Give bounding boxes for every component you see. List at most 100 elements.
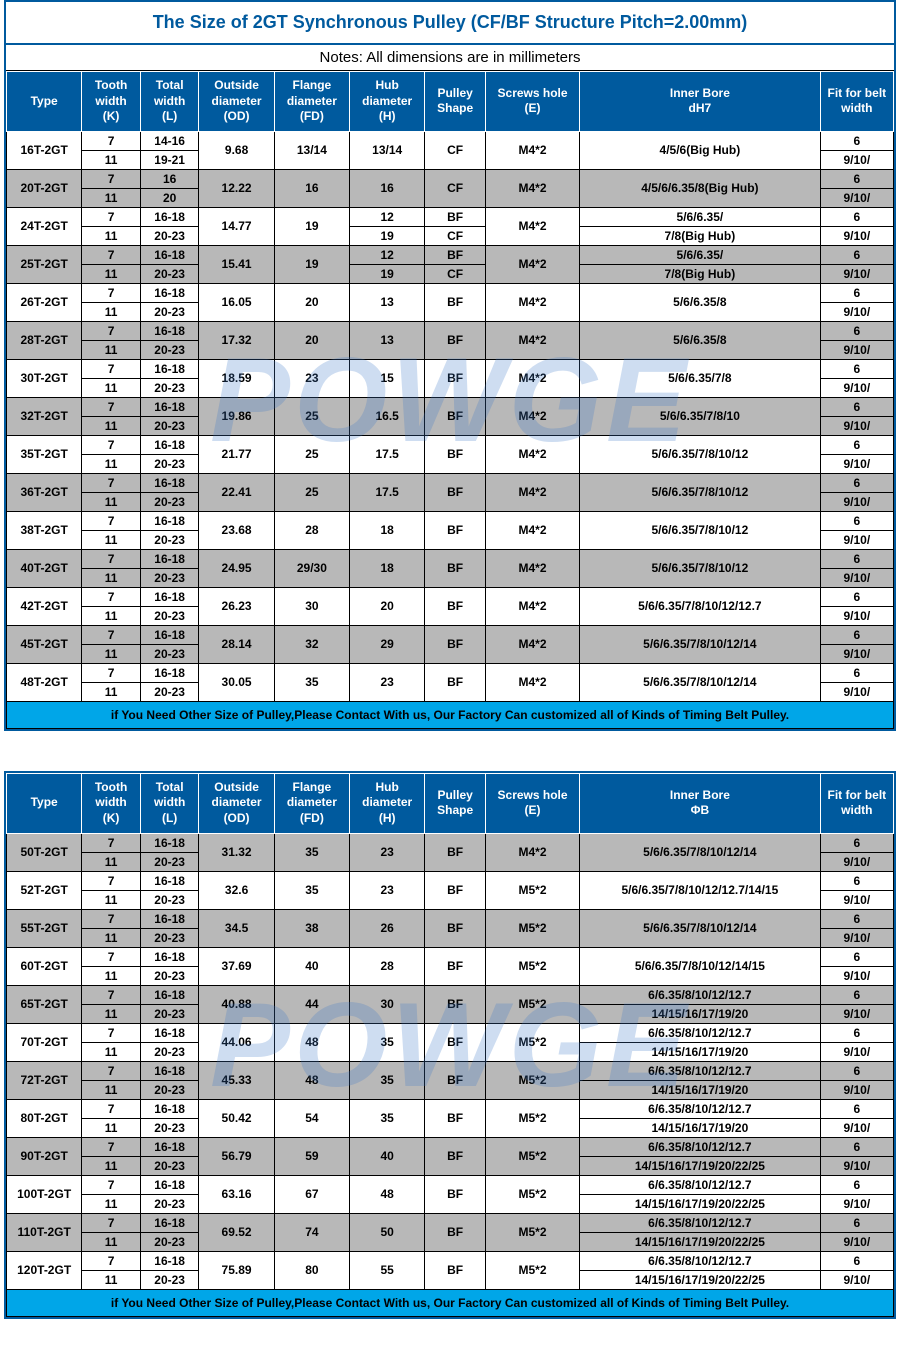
- table-cell: 20-23: [140, 1080, 199, 1099]
- table-cell: 6: [820, 549, 893, 568]
- table-cell: M4*2: [485, 321, 579, 359]
- table-cell: 6/6.35/8/10/12/12.7: [580, 1251, 821, 1270]
- table-cell: 37.69: [199, 947, 274, 985]
- table-cell: 6: [820, 397, 893, 416]
- table-cell: 18: [350, 511, 425, 549]
- table-cell: 20-23: [140, 416, 199, 435]
- table-cell: M4*2: [485, 549, 579, 587]
- table-cell: 7: [82, 473, 141, 492]
- table-cell: 50.42: [199, 1099, 274, 1137]
- table-row: 45T-2GT716-1828.143229BFM4*25/6/6.35/7/8…: [7, 625, 894, 644]
- table-cell: 7: [82, 1023, 141, 1042]
- table-cell: 20-23: [140, 928, 199, 947]
- table-cell: M5*2: [485, 947, 579, 985]
- table-cell: 7: [82, 435, 141, 454]
- table-cell: 12: [350, 245, 425, 264]
- table-cell: 14/15/16/17/19/20/22/25: [580, 1270, 821, 1289]
- table-cell: 40.88: [199, 985, 274, 1023]
- table-cell: 21.77: [199, 435, 274, 473]
- table-row: 25T-2GT716-1815.411912BFM4*25/6/6.35/6: [7, 245, 894, 264]
- table-cell: 72T-2GT: [7, 1061, 82, 1099]
- table-cell: 54: [274, 1099, 349, 1137]
- table-cell: 20-23: [140, 606, 199, 625]
- table-1-wrap: POWGE TypeTooth width(K)Total width(L)Ou…: [6, 71, 894, 729]
- col-header: Outside diameter(OD): [199, 72, 274, 132]
- table-cell: 11: [82, 1042, 141, 1061]
- table-row: 26T-2GT716-1816.052013BFM4*25/6/6.35/86: [7, 283, 894, 302]
- table-cell: M4*2: [485, 435, 579, 473]
- table-cell: 17.32: [199, 321, 274, 359]
- table-cell: 16-18: [140, 1023, 199, 1042]
- table-cell: 35: [350, 1023, 425, 1061]
- table-cell: 35: [350, 1061, 425, 1099]
- table-cell: M5*2: [485, 1213, 579, 1251]
- col-header: PulleyShape: [425, 72, 486, 132]
- table-cell: 11: [82, 606, 141, 625]
- table-cell: BF: [425, 397, 486, 435]
- table-cell: 24.95: [199, 549, 274, 587]
- table-cell: 7/8(Big Hub): [580, 264, 821, 283]
- table-cell: BF: [425, 1175, 486, 1213]
- table-row: 48T-2GT716-1830.053523BFM4*25/6/6.35/7/8…: [7, 663, 894, 682]
- table-cell: 20: [140, 188, 199, 207]
- table-cell: BF: [425, 1099, 486, 1137]
- table-cell: 14-16: [140, 131, 199, 150]
- table-cell: BF: [425, 359, 486, 397]
- table-cell: 42T-2GT: [7, 587, 82, 625]
- table-cell: 7: [82, 871, 141, 890]
- table-cell: 20-23: [140, 226, 199, 245]
- table-cell: 7: [82, 131, 141, 150]
- table-cell: 7: [82, 169, 141, 188]
- table-cell: 74: [274, 1213, 349, 1251]
- table-cell: 80T-2GT: [7, 1099, 82, 1137]
- table-cell: 20-23: [140, 890, 199, 909]
- col-header: Type: [7, 773, 82, 833]
- table-cell: 7: [82, 947, 141, 966]
- table-cell: 50: [350, 1213, 425, 1251]
- table-cell: 6: [820, 1137, 893, 1156]
- table-cell: BF: [425, 833, 486, 871]
- table-cell: M4*2: [485, 663, 579, 701]
- table-cell: BF: [425, 283, 486, 321]
- table-cell: 28: [274, 511, 349, 549]
- table-cell: 6: [820, 985, 893, 1004]
- table-cell: 44: [274, 985, 349, 1023]
- table-cell: 48T-2GT: [7, 663, 82, 701]
- table-cell: 11: [82, 890, 141, 909]
- table-cell: 4/5/6/6.35/8(Big Hub): [580, 169, 821, 207]
- table-cell: 11: [82, 226, 141, 245]
- table-cell: 11: [82, 188, 141, 207]
- table-cell: BF: [425, 625, 486, 663]
- table-cell: 19-21: [140, 150, 199, 169]
- table-cell: 32T-2GT: [7, 397, 82, 435]
- table-cell: 20: [274, 283, 349, 321]
- table-cell: 35: [274, 663, 349, 701]
- table-cell: 60T-2GT: [7, 947, 82, 985]
- table-cell: 23: [350, 663, 425, 701]
- table-cell: BF: [425, 1137, 486, 1175]
- table-cell: 9/10/: [820, 530, 893, 549]
- table-cell: 30: [350, 985, 425, 1023]
- table-cell: 9/10/: [820, 264, 893, 283]
- table-cell: 19: [350, 226, 425, 245]
- table-cell: 25T-2GT: [7, 245, 82, 283]
- table-cell: 5/6/6.35/7/8/10/12/14/15: [580, 947, 821, 985]
- col-header: Type: [7, 72, 82, 132]
- table-row: 70T-2GT716-1844.064835BFM5*26/6.35/8/10/…: [7, 1023, 894, 1042]
- col-header: Inner BoredH7: [580, 72, 821, 132]
- table-cell: M5*2: [485, 985, 579, 1023]
- table-cell: M4*2: [485, 207, 579, 245]
- table-cell: M4*2: [485, 511, 579, 549]
- table-cell: 6/6.35/8/10/12/12.7: [580, 1137, 821, 1156]
- table-cell: 75.89: [199, 1251, 274, 1289]
- table-cell: 9/10/: [820, 378, 893, 397]
- table-cell: 16-18: [140, 909, 199, 928]
- col-header: PulleyShape: [425, 773, 486, 833]
- table-cell: BF: [425, 909, 486, 947]
- table-cell: 50T-2GT: [7, 833, 82, 871]
- table-cell: 5/6/6.35/: [580, 207, 821, 226]
- col-header: Outside diameter(OD): [199, 773, 274, 833]
- table-cell: 7: [82, 833, 141, 852]
- table-cell: 16-18: [140, 435, 199, 454]
- table-cell: 5/6/6.35/: [580, 245, 821, 264]
